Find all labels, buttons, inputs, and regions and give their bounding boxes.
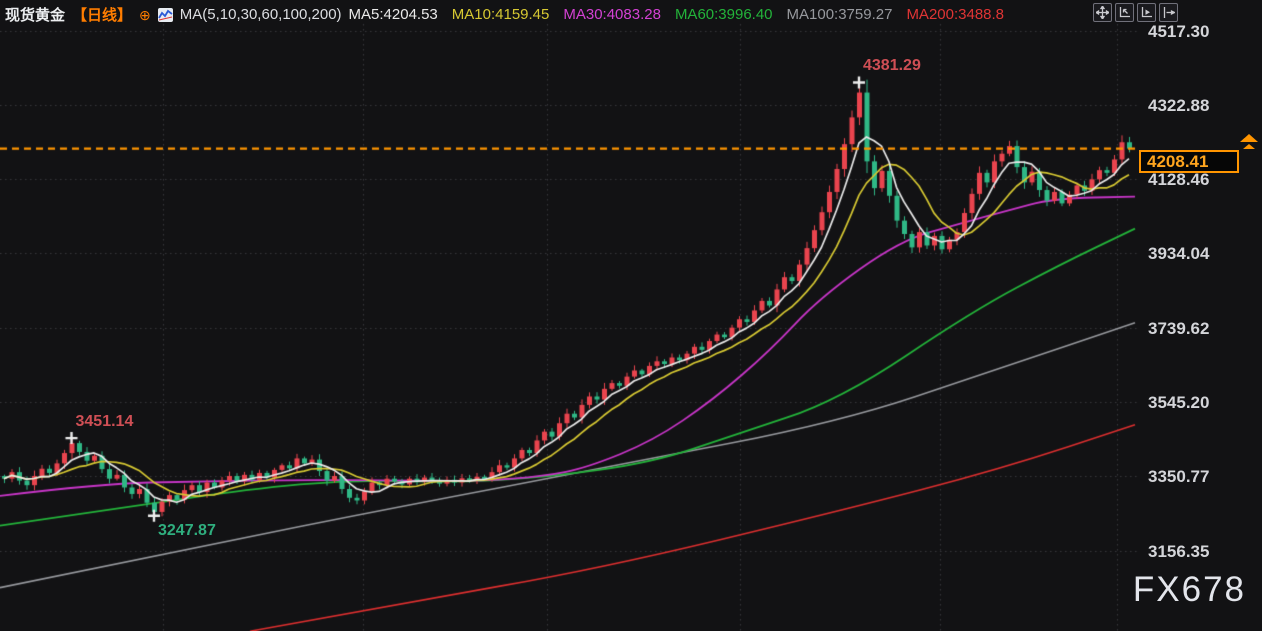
price-up-arrow-icon: [1240, 133, 1258, 142]
price-up-arrow-base-icon: [1243, 143, 1255, 149]
chart-toolbar: [1093, 3, 1178, 22]
legend-item: MA200:3488.8: [906, 6, 1005, 23]
price-annotation: 3451.14: [75, 413, 134, 431]
legend-item: MA60:3996.40: [674, 6, 773, 23]
axis-label: 3934.04: [1148, 244, 1210, 264]
price-annotation: 4381.29: [863, 57, 921, 75]
legend-item: MA30:4083.28: [563, 6, 661, 23]
scale-axis-left-icon[interactable]: [1115, 3, 1134, 22]
axis-label: 3350.77: [1148, 467, 1210, 487]
axis-label: 3739.62: [1148, 318, 1210, 338]
axis-label: 3545.20: [1148, 393, 1210, 413]
crosshair-icon[interactable]: ⊕: [139, 6, 151, 23]
line-chart-icon[interactable]: [157, 7, 173, 22]
watermark: FX678: [1132, 570, 1246, 609]
current-price-tag[interactable]: 4208.41: [1139, 149, 1239, 173]
pane-expand-right-icon[interactable]: [1159, 3, 1178, 22]
axis-label: 4128.46: [1148, 170, 1210, 190]
ma-legend: MA5:4204.53 MA10:4159.45 MA30:4083.28 MA60:…: [349, 6, 1004, 23]
axis-label: 4322.88: [1148, 95, 1210, 115]
scale-axis-play-icon[interactable]: [1137, 3, 1156, 22]
legend-item: MA5:4204.53: [348, 6, 438, 23]
axis-label: 4517.30: [1148, 21, 1210, 41]
symbol-title: 现货黄金: [5, 7, 66, 24]
chart-header: 现货黄金 【日线】 ⊕ MA(5,10,30,60,100,200) MA5:4…: [5, 4, 1004, 25]
price-annotation: 3247.87: [158, 521, 216, 539]
current-price-value: 4208.41: [1147, 151, 1209, 171]
ma-parameters-label: MA(5,10,30,60,100,200): [179, 6, 342, 23]
timeframe-label: 【日线】: [72, 7, 133, 24]
axis-label: 3156.35: [1148, 541, 1210, 561]
legend-item: MA10:4159.45: [451, 6, 550, 23]
legend-item: MA100:3759.27: [786, 6, 893, 23]
pan-move-icon[interactable]: [1093, 3, 1112, 22]
